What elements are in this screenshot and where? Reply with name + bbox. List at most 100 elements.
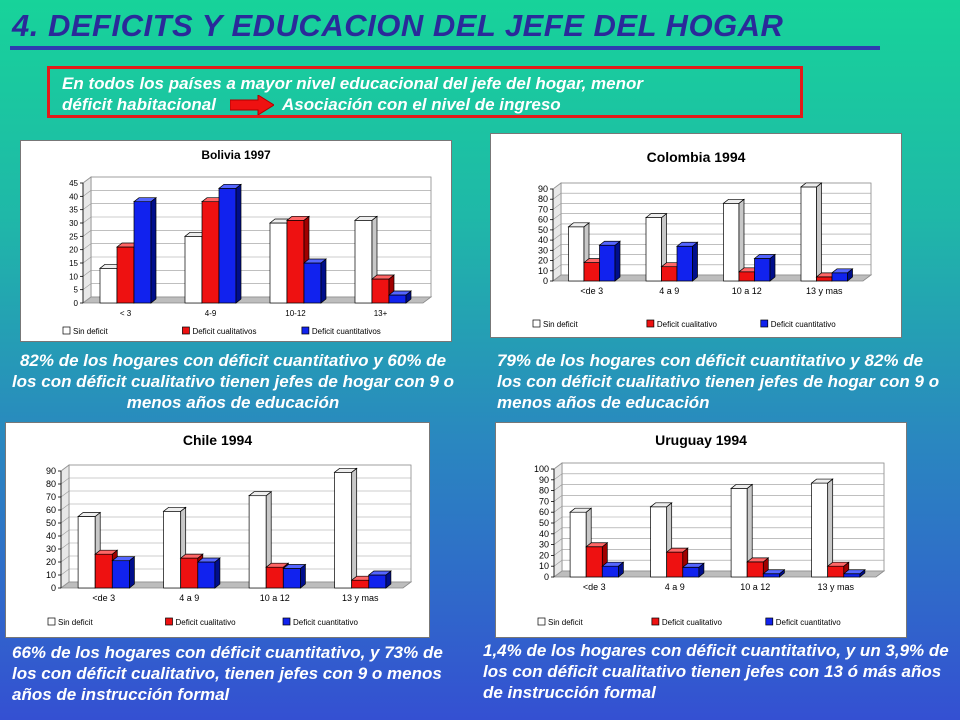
bar-front: [650, 506, 668, 578]
y-tick-label: 50: [538, 225, 548, 235]
bar-front: [265, 566, 284, 589]
bar-front: [811, 482, 829, 578]
bar-side: [816, 182, 822, 282]
bar-front: [282, 568, 301, 589]
y-tick-label: 90: [46, 466, 56, 476]
x-tick-label: 10 a 12: [260, 593, 290, 603]
bar-top: [354, 215, 378, 221]
bar: [810, 478, 834, 578]
bar: [753, 253, 776, 282]
bar-front: [368, 574, 387, 589]
gridline: [60, 503, 411, 511]
y-tick-label: 45: [69, 179, 78, 188]
bar-top: [248, 491, 273, 497]
title-underline: [10, 46, 880, 50]
bar-front: [388, 294, 407, 304]
gridline: [552, 203, 871, 210]
legend-swatch: [765, 617, 774, 626]
bar: [133, 196, 157, 304]
x-tick-label: 4-9: [205, 309, 217, 318]
bar-side: [692, 241, 698, 282]
y-tick-label: 70: [46, 492, 56, 502]
gridline: [552, 182, 871, 190]
y-tick-label: 70: [538, 204, 548, 214]
right-arrow-icon: [229, 94, 274, 115]
y-tick-label: 10: [69, 272, 78, 281]
bar: [681, 562, 705, 578]
gridline: [82, 230, 431, 237]
x-tick-label: 13+: [374, 309, 388, 318]
gridline: [82, 256, 431, 264]
chart-svg: Bolivia 1997 0 5 10 15 20 25 30 35 40 45 < 3 4-9 10-1…: [62, 148, 433, 336]
chart-title: Colombia 1994: [647, 149, 746, 165]
bar-top: [730, 484, 754, 489]
bar-side: [150, 196, 157, 304]
x-tick-label: 4 a 9: [659, 286, 679, 296]
chart-bolivia-1997: Bolivia 1997 0 5 10 15 20 25 30 35 40 45 < 3 4-9 10-1…: [20, 140, 452, 342]
bar-top: [681, 562, 705, 568]
caption-uruguay: 1,4% de los hogares con déficit cuantita…: [483, 641, 949, 702]
gridline: [82, 216, 431, 224]
y-tick-label: 90: [539, 475, 549, 485]
legend-label: Sin deficit: [548, 618, 583, 627]
bar-front: [568, 226, 585, 282]
bar-top: [722, 198, 745, 204]
bar-front: [599, 244, 616, 282]
y-tick-label: 40: [46, 531, 56, 541]
legend-swatch: [62, 326, 71, 335]
bar: [598, 240, 621, 282]
bar-top: [649, 502, 673, 508]
gridline: [553, 559, 884, 567]
gridline: [552, 213, 871, 220]
gridline: [60, 516, 411, 524]
bar-front: [723, 202, 740, 282]
note-text-association: Asociación con el nivel de ingreso: [281, 95, 561, 114]
gridline: [82, 243, 431, 250]
legend-label: Deficit cuantitativos: [312, 327, 381, 336]
gridline: [553, 462, 884, 470]
gridline: [553, 495, 884, 502]
bar-front: [738, 271, 755, 282]
legend-swatch: [47, 617, 56, 626]
legend-swatch: [301, 326, 310, 335]
x-tick-label: <de 3: [583, 582, 606, 592]
bar-front: [334, 471, 353, 589]
bar-front: [116, 246, 135, 304]
x-tick-label: 10 a 12: [740, 582, 770, 592]
summary-note-box: En todos los países a mayor nivel educac…: [47, 66, 803, 118]
gridline: [60, 464, 411, 472]
bar-front: [661, 266, 678, 282]
bar: [842, 569, 866, 578]
bar: [569, 507, 593, 578]
bar-top: [77, 512, 102, 517]
bar-front: [248, 495, 267, 589]
bar-top: [333, 467, 358, 473]
bar-front: [303, 262, 322, 304]
note-text-deficit: déficit habitacional: [62, 95, 216, 114]
y-tick-label: 70: [539, 496, 549, 506]
gridline: [60, 477, 411, 485]
legend-swatch: [646, 319, 655, 328]
bar-front: [583, 262, 600, 282]
y-tick-label: 50: [539, 518, 549, 528]
bar-top: [133, 197, 157, 203]
gridline: [82, 176, 431, 184]
chart-chile-1994: Chile 1994 0 10 20 30 40 50 60 70 80 90 <de 3 4 a 9 1…: [5, 422, 430, 638]
y-tick-label: 80: [539, 486, 549, 496]
bar-top: [762, 569, 786, 575]
bar-top: [585, 542, 609, 548]
legend-label: Sin deficit: [73, 327, 108, 336]
legend-swatch: [537, 617, 546, 626]
bar-side: [235, 183, 242, 304]
bar-front: [351, 579, 370, 589]
gridline: [553, 516, 884, 524]
y-tick-label: 40: [538, 235, 548, 245]
bar-front: [184, 235, 203, 304]
gridline: [60, 542, 411, 550]
bar-top: [842, 569, 866, 575]
legend-label: Deficit cuantitativo: [771, 320, 836, 329]
bar-front: [754, 258, 771, 282]
bar: [722, 198, 745, 282]
